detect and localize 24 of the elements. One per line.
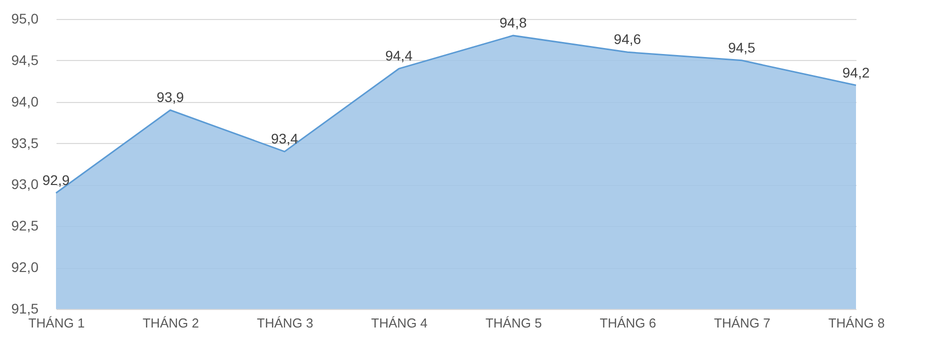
data-label: 93,9: [156, 89, 184, 106]
data-label: 94,6: [614, 31, 642, 48]
x-tick-label: THÁNG 4: [371, 316, 428, 330]
x-tick-label: THÁNG 8: [828, 316, 885, 330]
data-label: 94,5: [728, 39, 756, 56]
y-tick-label: 94,0: [11, 93, 39, 110]
y-tick-label: 95,0: [11, 10, 39, 26]
data-label: 93,4: [270, 130, 298, 147]
data-label: 92,9: [42, 172, 70, 188]
y-tick-label: 94,5: [11, 52, 39, 68]
x-tick-label: THÁNG 6: [600, 316, 656, 330]
y-tick-label: 91,5: [11, 300, 39, 316]
data-label: 94,2: [842, 64, 870, 80]
x-tick-label: THÁNG 7: [714, 316, 770, 330]
y-tick-label: 92,5: [11, 218, 39, 234]
x-tick-label: THÁNG 5: [485, 316, 542, 330]
y-tick-label: 93,5: [11, 134, 39, 151]
y-tick-label: 92,0: [11, 259, 39, 276]
data-label: 94,4: [385, 48, 413, 64]
data-label: 94,8: [500, 14, 527, 31]
x-tick-label: THÁNG 2: [142, 316, 199, 330]
x-tick-label: THÁNG 3: [256, 316, 314, 330]
x-tick-label: THÁNG 1: [28, 316, 85, 330]
y-tick-label: 93,0: [11, 176, 39, 192]
